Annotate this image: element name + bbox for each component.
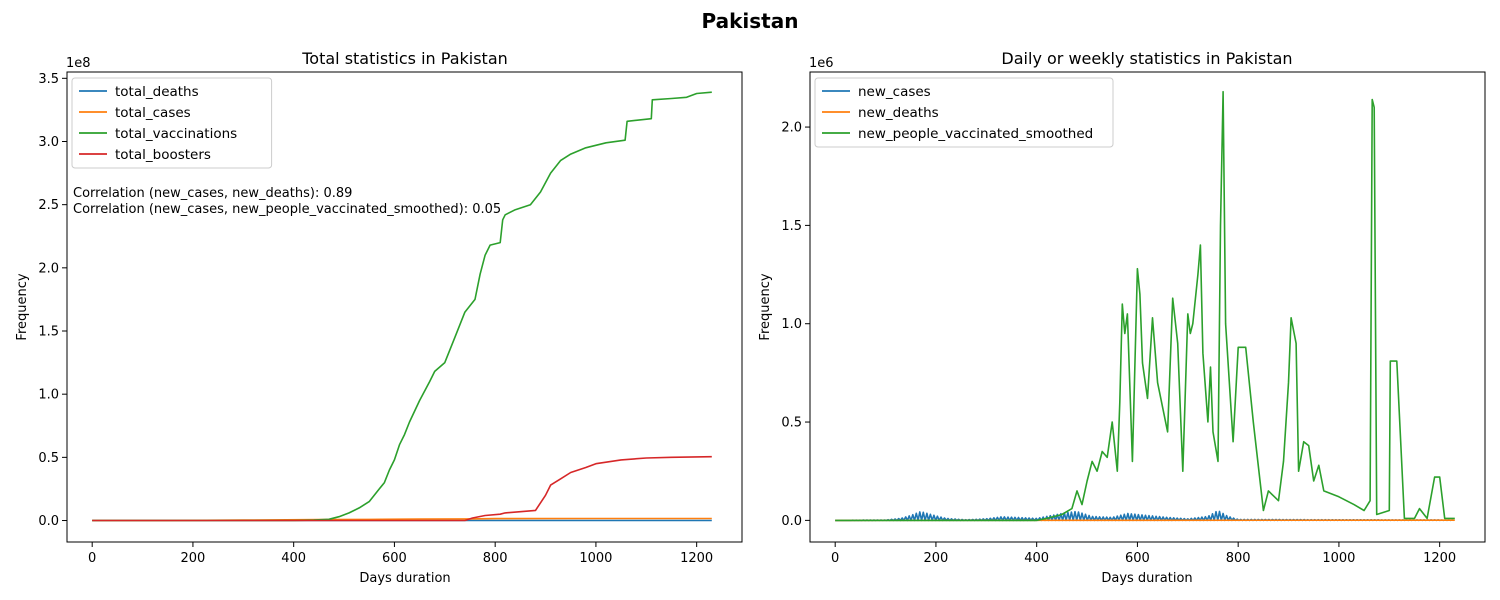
left-y-tick-label: 1.0 [38,388,59,403]
left-x-axis-label: Days duration [359,571,450,586]
figure-suptitle: Pakistan [702,9,799,33]
right-series-line-new-cases [835,510,1455,522]
left-legend-label-total-cases: total_cases [115,105,191,121]
left-y-tick-label: 3.0 [38,135,59,150]
right-x-tick-label: 800 [1226,551,1251,566]
left-x-tick-label: 600 [382,551,407,566]
left-y-offset-label: 1e8 [66,56,91,71]
right-y-tick-label: 0.0 [781,514,802,529]
right-legend-label-new-deaths: new_deaths [858,105,939,121]
left-x-tick-label: 200 [181,551,206,566]
right-legend-label-new-cases: new_cases [858,84,931,100]
right-x-tick-label: 1200 [1423,551,1456,566]
right-ticks: 0 200 400 600 800 1000 1200 0.0 0.5 1.0 1.5 2.0 [781,121,1456,566]
right-legend-label-new-people-vaccinated-smoothed: new_people_vaccinated_smoothed [858,126,1093,142]
right-series-group [835,90,1455,522]
right-legend-box [814,77,1114,148]
left-x-tick-label: 400 [281,551,306,566]
right-x-tick-label: 1000 [1322,551,1355,566]
left-y-axis-label: Frequency [15,273,30,340]
left-plot-frame [66,71,743,543]
left-x-tick-label: 0 [88,551,96,566]
left-y-tick-label: 2.5 [38,198,59,213]
left-ticks: 0 200 400 600 800 1000 1200 0.0 0.5 1.0 1.5 2.0 2.5 3… [38,72,713,566]
left-y-tick-label: 0.0 [38,514,59,529]
right-legend: new_cases new_deaths new_people_vaccinated… [814,77,1114,148]
left-annotation-correlation-vaccinated: Correlation (new_cases, new_people_vacci… [73,202,501,217]
right-y-offset-label: 1e6 [809,56,834,71]
left-y-tick-label: 2.0 [38,261,59,276]
right-x-tick-label: 600 [1125,551,1150,566]
right-plot-frame [809,71,1486,543]
right-y-tick-label: 1.0 [781,317,802,332]
left-y-tick-label: 0.5 [38,451,59,466]
right-y-tick-label: 2.0 [781,121,802,136]
left-legend-label-total-boosters: total_boosters [115,147,211,163]
right-x-tick-label: 0 [831,551,839,566]
right-chart-title: Daily or weekly statistics in Pakistan [1001,49,1292,68]
left-y-tick-label: 1.5 [38,325,59,340]
right-y-tick-label: 0.5 [781,416,802,431]
right-x-tick-label: 200 [924,551,949,566]
left-chart-title: Total statistics in Pakistan [301,49,508,68]
left-legend-box [71,77,273,169]
left-x-tick-label: 800 [483,551,508,566]
left-legend: total_deaths total_cases total_vaccination… [71,77,273,169]
left-x-tick-label: 1000 [579,551,612,566]
right-chart-panel: Daily or weekly statistics in Pakistan 1… [758,49,1486,586]
right-series-line-new-people-vaccinated-smoothed [835,90,1455,522]
left-series-group [92,91,712,522]
left-chart-panel: Total statistics in Pakistan 1e8 0 200 400… [15,49,743,586]
left-x-tick-label: 1200 [680,551,713,566]
right-y-tick-label: 1.5 [781,219,802,234]
left-y-tick-label: 3.5 [38,72,59,87]
right-x-tick-label: 400 [1024,551,1049,566]
right-y-axis-label: Frequency [758,273,773,340]
left-legend-label-total-vaccinations: total_vaccinations [115,126,237,142]
left-annotation-correlation-deaths: Correlation (new_cases, new_deaths): 0.8… [73,186,352,201]
right-x-axis-label: Days duration [1101,571,1192,586]
left-series-line-total-vaccinations [92,91,712,522]
left-series-line-total-boosters [92,455,712,522]
left-legend-label-total-deaths: total_deaths [115,84,199,100]
